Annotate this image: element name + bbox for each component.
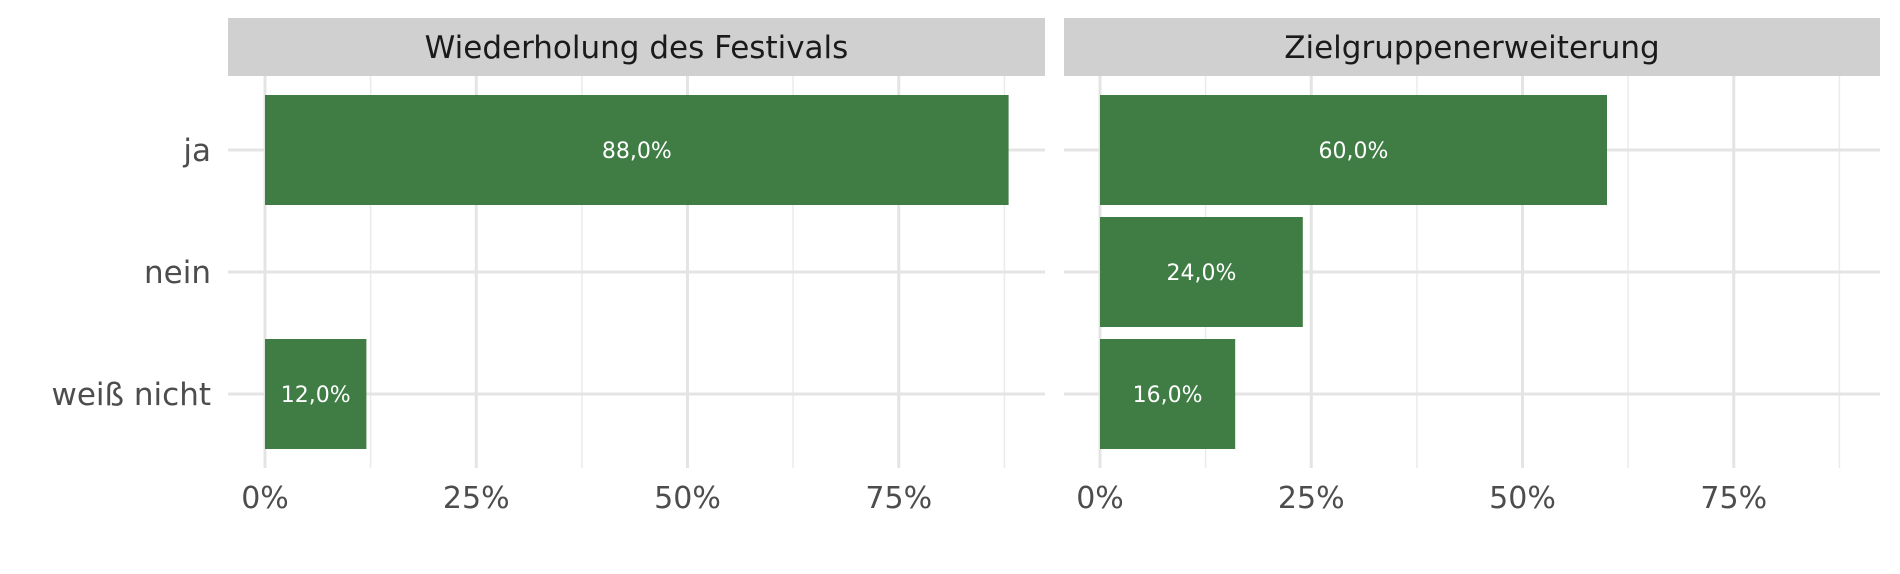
panel-1-x-tick-label-2: 50% — [1489, 481, 1556, 516]
y-tick-label-0: ja — [182, 133, 211, 169]
panel-0-title: Wiederholung des Festivals — [425, 30, 849, 66]
panel-0-x-tick-label-0: 0% — [241, 481, 289, 516]
y-tick-label-1: nein — [144, 255, 211, 291]
panel-1-strip — [1064, 18, 1880, 76]
panel-1-x-tick-label-3: 75% — [1700, 481, 1767, 516]
panel-0-x-tick-label-1: 25% — [443, 481, 510, 516]
panel-1-title: Zielgruppenerweiterung — [1284, 30, 1659, 66]
panel-0-strip — [228, 18, 1045, 76]
panel-0-bar-0 — [265, 95, 1009, 205]
panel-0-x-tick-label-2: 50% — [654, 481, 721, 516]
panel-0-data-label-2: 12,0% — [281, 383, 351, 408]
y-tick-label-2: weiß nicht — [51, 377, 211, 413]
panel-1-x-tick-label-0: 0% — [1076, 481, 1124, 516]
panel-1-x-tick-label-1: 25% — [1278, 481, 1345, 516]
panel-1-bar-1 — [1100, 217, 1303, 327]
panel-1-data-label-2: 16,0% — [1133, 383, 1203, 408]
panel-0-data-label-0: 88,0% — [602, 139, 672, 164]
panel-1-bar-2 — [1100, 339, 1236, 449]
panel-0-bar-2 — [265, 339, 367, 449]
panel-1-bar-0 — [1100, 95, 1607, 205]
panel-1-data-label-0: 60,0% — [1319, 139, 1389, 164]
panel-0-x-tick-label-3: 75% — [865, 481, 932, 516]
panel-1-data-label-1: 24,0% — [1166, 261, 1236, 286]
